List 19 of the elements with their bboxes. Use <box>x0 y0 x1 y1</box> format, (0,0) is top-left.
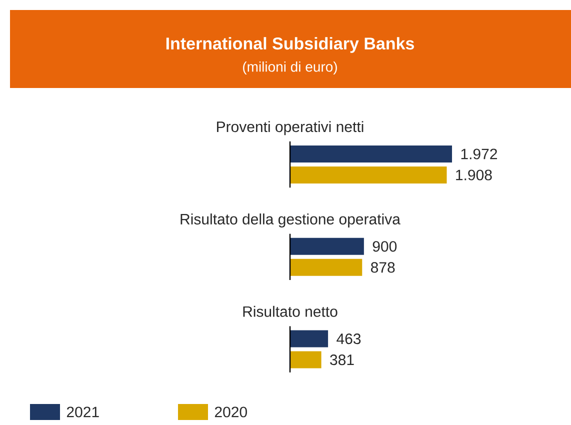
legend-label: 2021 <box>66 406 99 418</box>
chart-subtitle: (milioni di euro) <box>243 61 337 75</box>
bar <box>290 330 328 348</box>
bar <box>290 166 447 184</box>
data-label: 1.908 <box>456 170 492 180</box>
data-label: 878 <box>370 262 395 273</box>
legend-label: 2020 <box>214 406 247 418</box>
bar <box>290 258 362 276</box>
bar <box>290 146 452 163</box>
y-tick-label: Proventi operativi netti <box>217 121 364 136</box>
data-label: 463 <box>336 334 361 344</box>
data-label: 900 <box>372 241 397 252</box>
data-label: 1.972 <box>461 148 497 160</box>
y-tick-label: Risultato della gestione operativa <box>180 213 400 228</box>
data-label: 381 <box>330 354 354 366</box>
bar <box>290 351 322 368</box>
chart-title: International Subsidiary Banks <box>166 37 414 53</box>
bar <box>290 238 364 255</box>
y-tick-label: Risultato netto <box>243 306 338 317</box>
